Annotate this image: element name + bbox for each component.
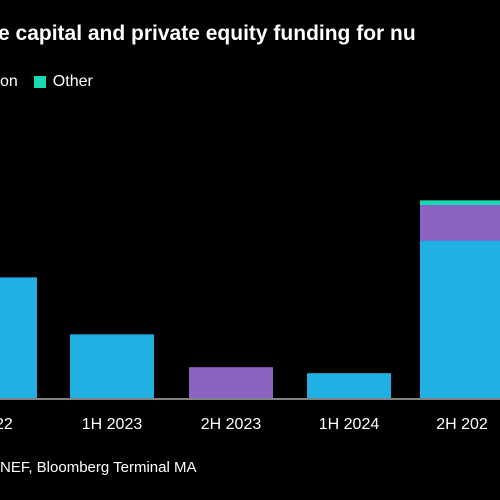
bar-2h-202-series-0 — [420, 240, 500, 398]
x-tick-label: 2022 — [0, 416, 13, 433]
x-tick-label: 2H 2023 — [201, 416, 262, 433]
bar-2022-series-0 — [0, 277, 37, 398]
chart-source: NEF, Bloomberg Terminal MA — [0, 459, 197, 476]
x-tick-label: 2H 202 — [436, 416, 488, 433]
x-tick-label: 1H 2023 — [82, 416, 143, 433]
legend-label: on — [0, 73, 18, 90]
legend-item-on: on — [0, 73, 18, 91]
chart-title: e capital and private equity funding for… — [0, 22, 416, 45]
bar-2h-2023-series-1 — [189, 367, 273, 398]
x-tick-label: 1H 2024 — [319, 416, 380, 433]
bar-2h-202-series-1 — [420, 205, 500, 241]
bar-1h-2023-series-0 — [70, 334, 154, 398]
bars-group — [0, 200, 500, 398]
legend-label: Other — [52, 73, 93, 90]
bar-2h-202-series-2 — [420, 200, 500, 206]
bar-1h-2024-series-0 — [307, 373, 391, 398]
legend-swatch-other — [33, 76, 46, 88]
legend-item-other: Other — [33, 73, 93, 91]
x-tick-labels: 2022 1H 2023 2H 2023 1H 2024 2H 202 — [0, 416, 488, 433]
chart-legend: on Other — [0, 73, 109, 91]
